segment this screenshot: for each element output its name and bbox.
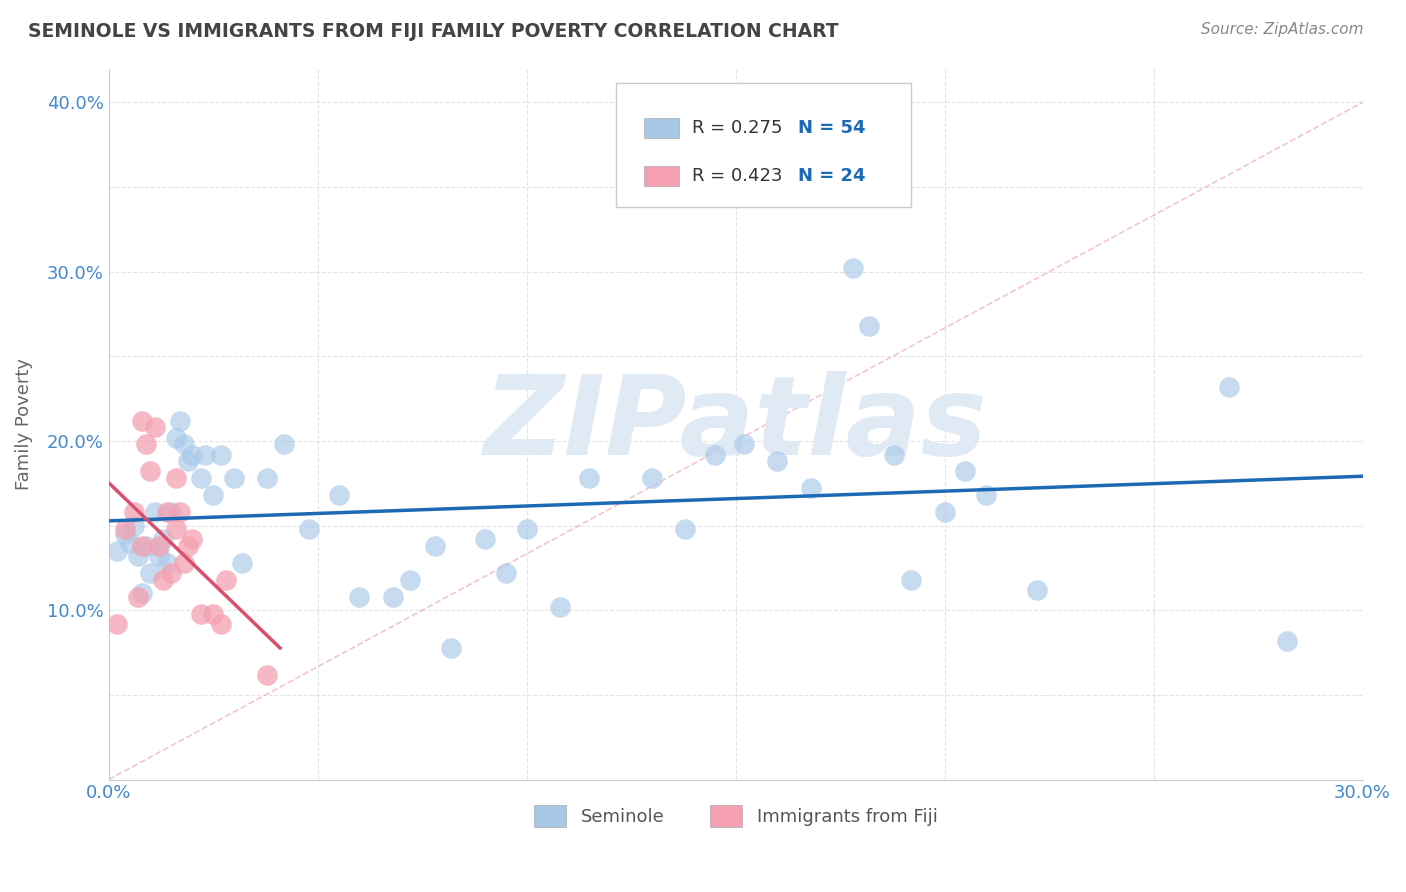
Point (858, 318, 880, 333)
Point (1025, 582, 1047, 597)
Point (733, 437, 755, 451)
Point (202, 607, 225, 621)
Text: R = 0.275: R = 0.275 (692, 120, 782, 137)
Point (169, 414, 191, 428)
Point (156, 505, 179, 519)
Point (169, 505, 191, 519)
Point (135, 539, 157, 553)
Text: Source: ZipAtlas.com: Source: ZipAtlas.com (1201, 22, 1364, 37)
Text: SEMINOLE VS IMMIGRANTS FROM FIJI FAMILY POVERTY CORRELATION CHART: SEMINOLE VS IMMIGRANTS FROM FIJI FAMILY … (28, 22, 839, 41)
Point (578, 471, 600, 485)
Point (328, 488, 350, 502)
Point (934, 505, 956, 519)
Point (474, 532, 496, 546)
Point (1277, 633, 1299, 648)
Point (148, 539, 170, 553)
Point (148, 549, 170, 563)
Y-axis label: Family Poverty: Family Poverty (15, 358, 32, 490)
Point (139, 566, 162, 580)
Point (143, 420, 166, 434)
Point (516, 522, 538, 536)
Point (127, 549, 149, 563)
Point (173, 556, 195, 570)
Point (114, 527, 136, 541)
Point (118, 535, 141, 549)
Point (152, 573, 174, 587)
Point (231, 556, 253, 570)
Point (349, 590, 371, 604)
Point (800, 482, 823, 496)
Text: ZIPatlas: ZIPatlas (484, 370, 987, 477)
Point (675, 522, 697, 536)
Point (955, 465, 977, 479)
Point (1218, 380, 1240, 394)
Point (298, 522, 321, 536)
Point (256, 471, 278, 485)
Point (165, 522, 187, 536)
Point (143, 505, 166, 519)
Point (131, 539, 153, 553)
Point (190, 607, 212, 621)
Point (423, 539, 446, 553)
Point (211, 448, 233, 462)
Point (181, 448, 204, 462)
Point (381, 590, 404, 604)
Point (190, 471, 212, 485)
Point (495, 566, 517, 580)
Text: N = 24: N = 24 (799, 167, 866, 185)
Point (976, 488, 998, 502)
Point (131, 414, 153, 428)
Point (114, 522, 136, 536)
Point (173, 437, 195, 451)
Point (641, 471, 664, 485)
Point (883, 448, 905, 462)
Point (841, 261, 863, 276)
Point (181, 532, 204, 546)
Point (900, 573, 922, 587)
Point (766, 454, 789, 468)
Point (398, 573, 420, 587)
Text: N = 54: N = 54 (799, 120, 866, 137)
Point (177, 539, 200, 553)
Point (105, 616, 128, 631)
Point (122, 505, 145, 519)
Bar (644, 166, 679, 186)
Point (160, 566, 183, 580)
Bar (644, 119, 679, 138)
Point (122, 518, 145, 533)
Point (273, 437, 295, 451)
Point (152, 532, 174, 546)
Point (214, 573, 236, 587)
Point (165, 471, 187, 485)
Point (703, 448, 725, 462)
Point (160, 505, 183, 519)
Point (440, 640, 463, 655)
Point (202, 488, 225, 502)
Point (139, 465, 162, 479)
Point (105, 544, 128, 558)
Point (131, 586, 153, 600)
Point (165, 431, 187, 445)
Point (135, 437, 157, 451)
Point (177, 454, 200, 468)
Point (127, 590, 149, 604)
Point (256, 667, 278, 681)
Point (211, 616, 233, 631)
Point (222, 471, 245, 485)
Text: R = 0.423: R = 0.423 (692, 167, 782, 185)
FancyBboxPatch shape (616, 83, 911, 207)
Point (156, 556, 179, 570)
Point (194, 448, 217, 462)
Point (548, 599, 571, 614)
Legend: Seminole, Immigrants from Fiji: Seminole, Immigrants from Fiji (526, 798, 945, 835)
